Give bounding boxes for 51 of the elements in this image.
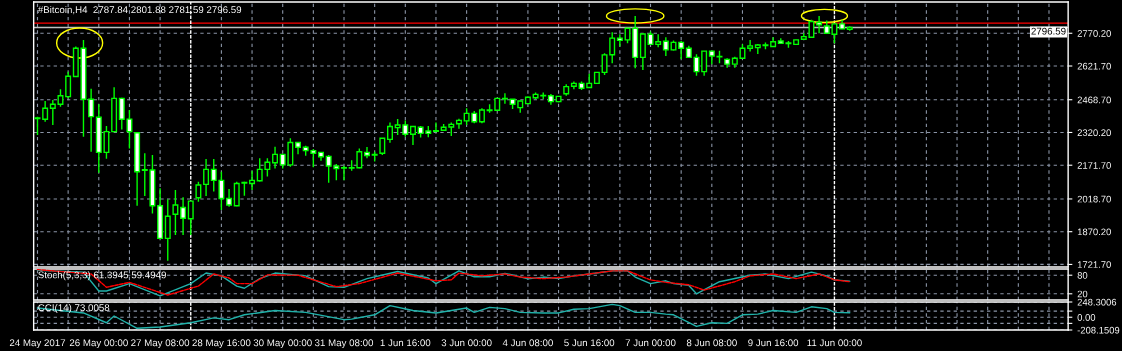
x-tick-label: 27 May 08:00 — [131, 339, 190, 349]
x-tick-label: 4 Jun 08:00 — [502, 339, 553, 347]
y-tick-label: 248.3006 — [1077, 298, 1117, 306]
y-tick-label: -208.1509 — [1077, 326, 1120, 334]
candlestick — [747, 39, 754, 53]
y-tick-label: 2468.70 — [1077, 96, 1111, 104]
y-tick-label: 0.00 — [1077, 314, 1096, 321]
candlestick — [249, 169, 256, 191]
ref-line-label: 2796.59 — [1031, 27, 1066, 35]
x-tick-label: 3 Jun 00:00 — [441, 339, 492, 347]
x-tick-label: 24 May 2017 — [9, 339, 66, 349]
x-tick-label: 1 Jun 16:00 — [380, 339, 431, 347]
chart-title: #Bitcoin,H4 2787.84 2801.88 2781.59 2796.59 — [37, 5, 242, 15]
x-tick-label: 8 Jun 08:00 — [686, 339, 737, 347]
candlestick — [187, 199, 194, 236]
y-tick-label: 2320.20 — [1077, 129, 1111, 136]
candlestick — [639, 33, 646, 71]
candlestick — [172, 189, 179, 236]
y-tick-label: 2018.70 — [1077, 195, 1111, 203]
candlestick — [195, 180, 202, 203]
candlestick — [409, 125, 416, 146]
y-tick-label: 80 — [1077, 272, 1088, 279]
x-tick-label: 7 Jun 00:00 — [625, 339, 676, 347]
candlestick — [88, 88, 95, 153]
candlestick — [662, 36, 669, 57]
candlestick — [701, 50, 708, 77]
candlestick — [816, 15, 823, 35]
x-tick-label: 5 Jun 16:00 — [564, 339, 615, 347]
y-tick-label: 2171.70 — [1077, 162, 1111, 169]
y-tick-label: 1721.70 — [1077, 261, 1111, 268]
y-tick-label: 2770.20 — [1077, 30, 1111, 37]
candlestick — [42, 100, 49, 123]
x-tick-label: 30 May 00:00 — [253, 339, 312, 349]
candlestick — [386, 121, 393, 144]
y-tick-label: 20 — [1077, 290, 1088, 298]
candlestick — [432, 121, 439, 133]
x-tick-label: 11 Jun 00:00 — [807, 339, 862, 347]
candlestick — [203, 158, 210, 197]
x-tick-label: 9 Jun 16:00 — [748, 339, 799, 347]
candlestick — [616, 33, 623, 48]
x-tick-label: 26 May 00:00 — [69, 339, 128, 349]
x-tick-label: 31 May 08:00 — [314, 339, 374, 349]
y-tick-label: 1870.20 — [1077, 228, 1111, 236]
candlestick — [341, 165, 347, 181]
candlestick — [180, 196, 187, 236]
line-series — [36, 303, 851, 329]
y-tick-label: 2621.70 — [1077, 62, 1111, 70]
x-tick-label: 28 May 16:00 — [192, 339, 251, 349]
candlestick — [65, 70, 72, 100]
candlestick — [164, 198, 171, 262]
candlestick — [272, 145, 279, 170]
